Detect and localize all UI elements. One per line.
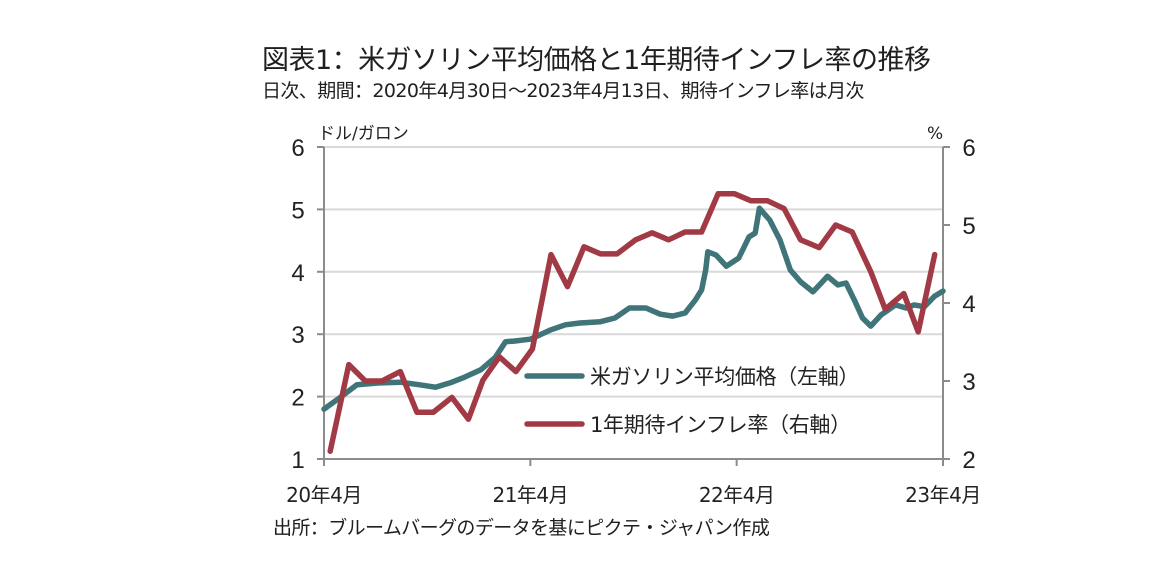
right-axis-tick-label: 5 xyxy=(962,213,975,240)
left-axis-tick-label: 4 xyxy=(291,260,304,287)
x-axis-tick-label: 20年4月 xyxy=(286,483,362,507)
tick-labels: 1 2 3 4 5 6 2 3 4 5 6 20年4月 21年4月 22年4月 23年4月 xyxy=(286,135,981,507)
axes xyxy=(317,146,950,466)
right-axis-tick-label: 3 xyxy=(962,369,975,396)
left-axis-tick-label: 2 xyxy=(291,385,304,412)
legend-label-inflation: 1年期待インフレ率（右軸） xyxy=(590,413,851,437)
x-axis-tick-label: 21年4月 xyxy=(492,483,568,507)
x-axis-tick-label: 23年4月 xyxy=(905,483,981,507)
left-axis-tick-label: 3 xyxy=(291,322,304,349)
gasoline-price-line xyxy=(321,205,946,412)
series-lines xyxy=(321,191,946,454)
chart-title: 図表1：米ガソリン平均価格と1年期待インフレ率の推移 xyxy=(262,45,931,76)
left-axis-tick-label: 6 xyxy=(291,135,304,162)
legend-label-gasoline: 米ガソリン平均価格（左軸） xyxy=(590,365,859,389)
right-axis-tick-label: 2 xyxy=(962,447,975,474)
legend: 米ガソリン平均価格（左軸） 1年期待インフレ率（右軸） xyxy=(524,365,859,437)
inflation-expectation-line xyxy=(327,191,938,454)
left-axis-tick-label: 5 xyxy=(291,197,304,224)
left-axis-unit-label: ドル/ガロン xyxy=(318,124,409,144)
right-axis-tick-label: 4 xyxy=(962,291,975,318)
source-note: 出所：ブルームバーグのデータを基にピクテ・ジャパン作成 xyxy=(273,517,770,539)
chart-subtitle: 日次、期間：2020年4月30日～2023年4月13日、期待インフレ率は月次 xyxy=(262,80,864,102)
left-axis-tick-label: 1 xyxy=(291,447,304,474)
right-axis-tick-label: 6 xyxy=(962,135,975,162)
x-axis-tick-label: 22年4月 xyxy=(699,483,775,507)
right-axis-unit-label: % xyxy=(927,124,943,144)
gridlines xyxy=(324,146,943,398)
